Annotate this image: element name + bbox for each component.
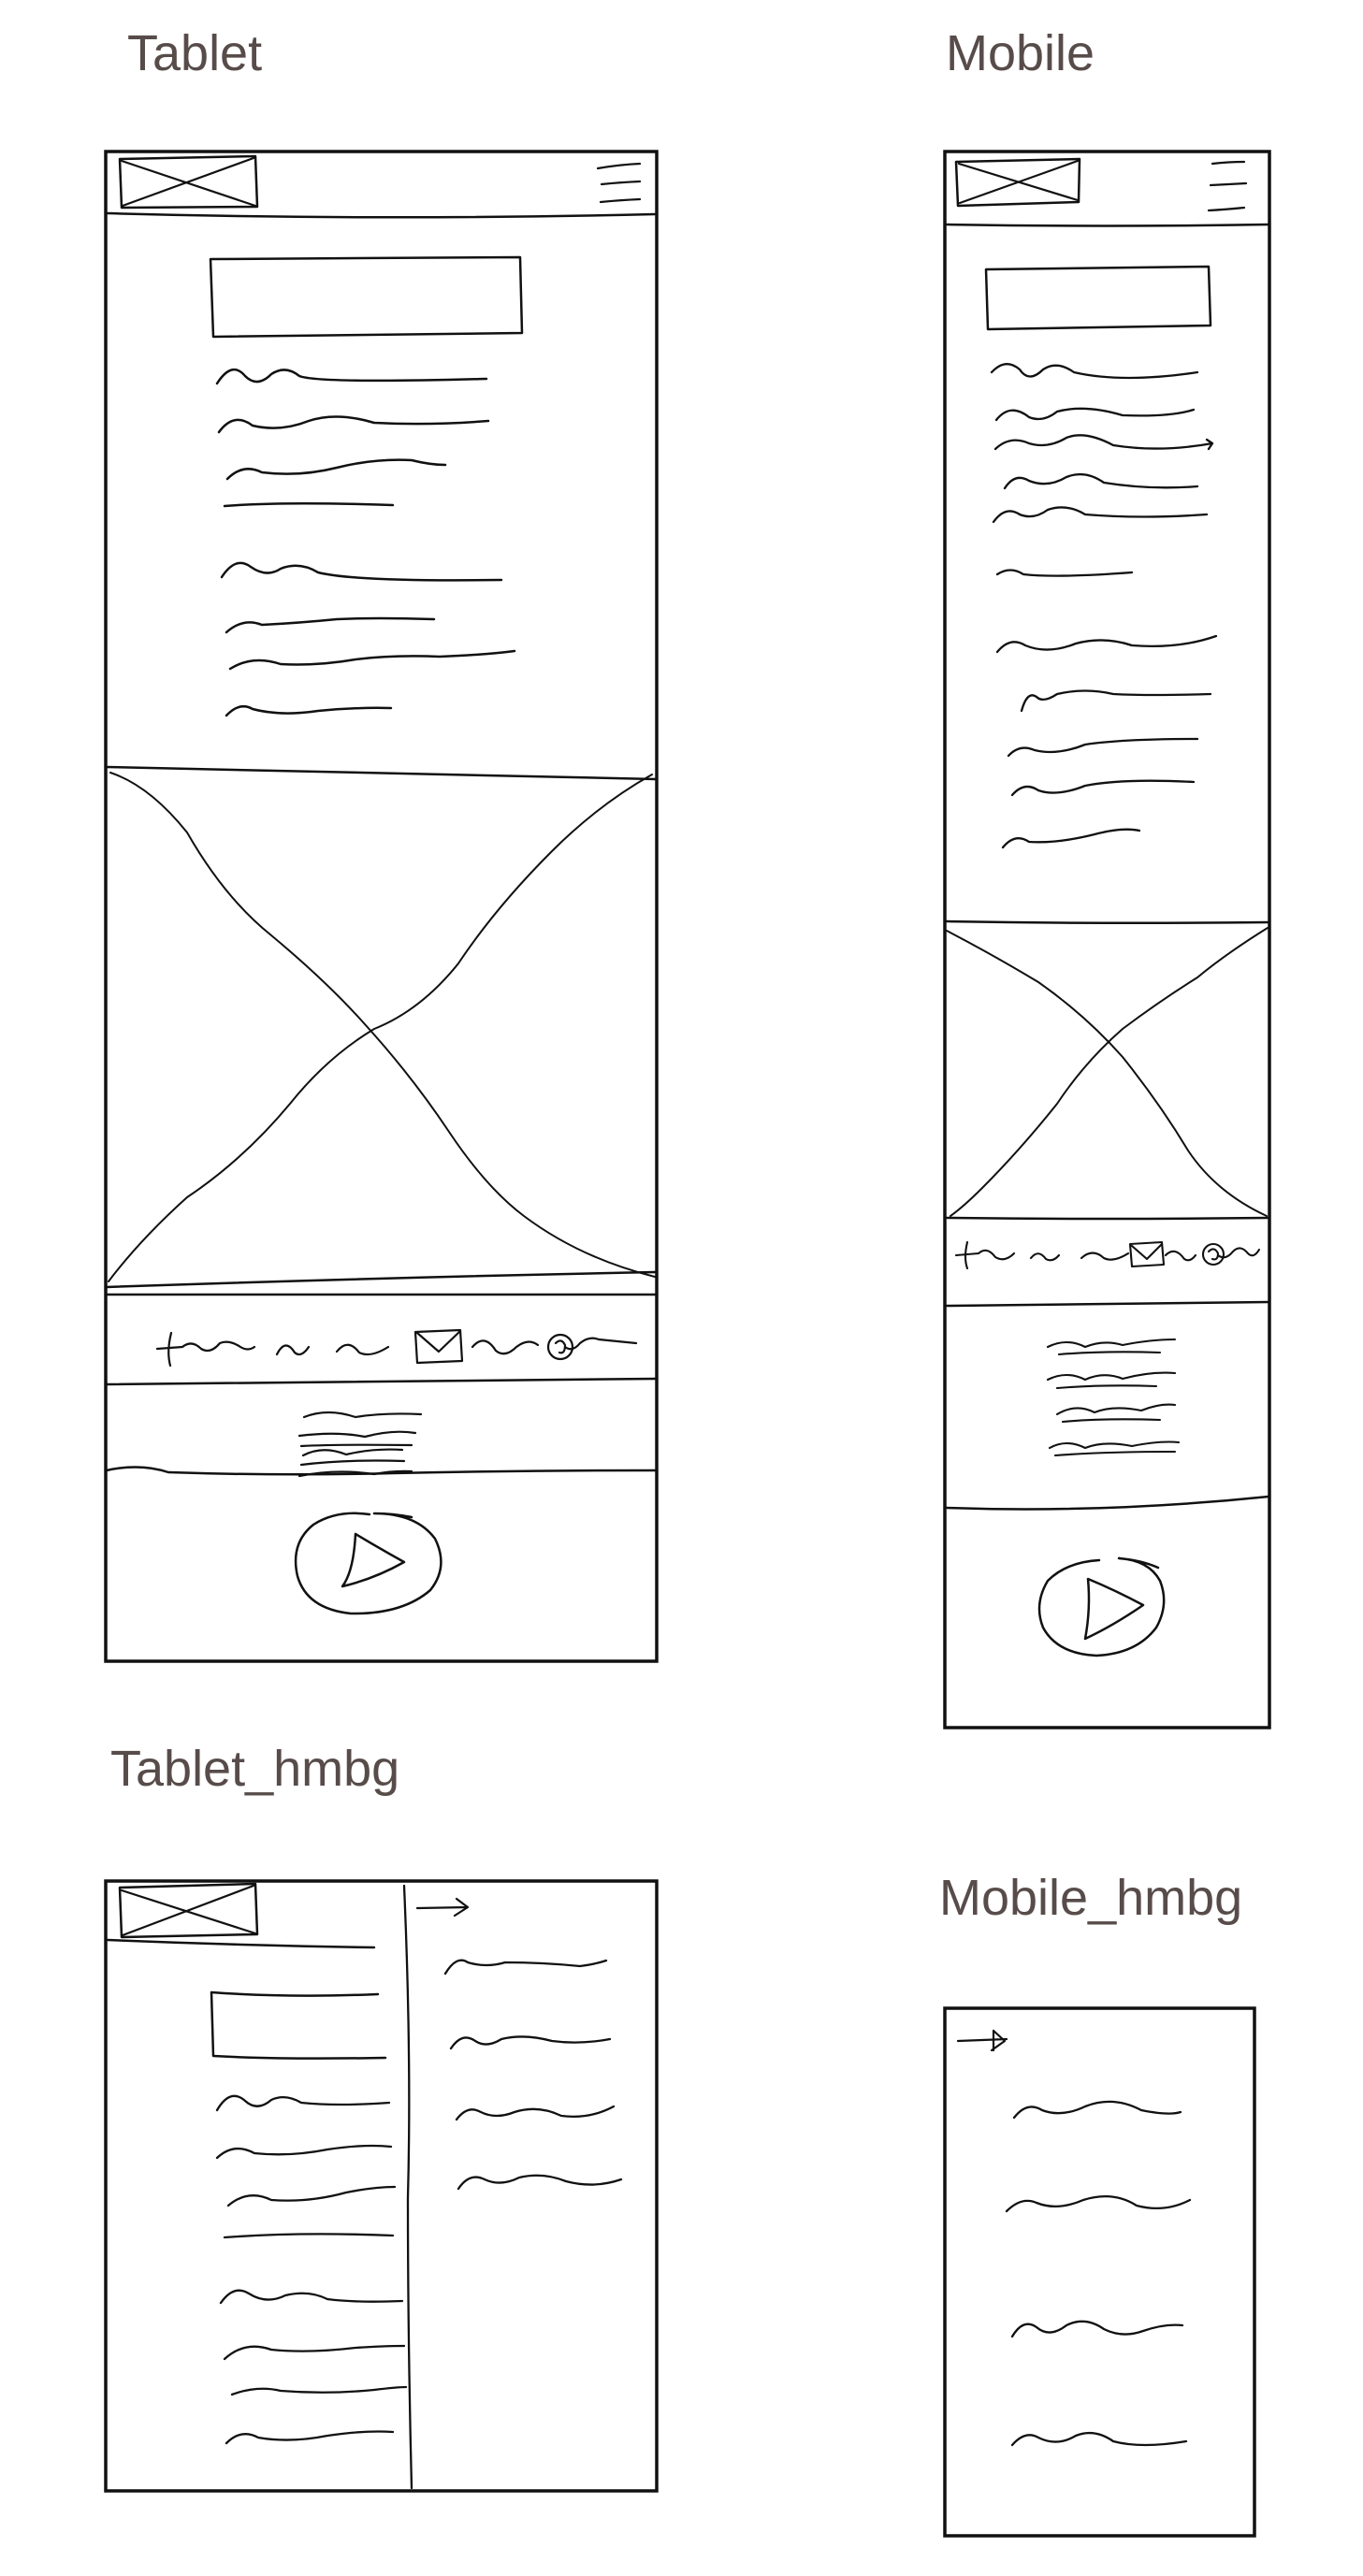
text-block-2	[995, 634, 1218, 849]
logo-placeholder-icon	[118, 1882, 259, 1939]
hero-button-box	[209, 255, 524, 339]
logo-placeholder-icon	[118, 154, 259, 210]
drawer-menu-item	[1010, 2431, 1188, 2447]
text-block-2	[219, 2289, 408, 2445]
hero-button-box	[210, 1990, 387, 2060]
tablet-frame	[104, 150, 659, 1663]
image-placeholder-icon	[945, 919, 1270, 1221]
wireframe-title-tablet-hmbg: Tablet_hmbg	[110, 1741, 400, 1797]
back-arrow-icon	[956, 2029, 1008, 2052]
back-arrow-icon	[415, 1897, 470, 1918]
text-block-1	[215, 368, 490, 508]
wireframe-title-mobile: Mobile	[946, 25, 1095, 81]
mobile-frame	[943, 150, 1271, 1729]
text-block-1	[990, 363, 1214, 577]
drawer-divider	[402, 1884, 413, 2490]
mail-icon	[413, 1328, 464, 1365]
play-button-icon	[294, 1512, 442, 1615]
wireframe-title-mobile-hmbg: Mobile_hmbg	[939, 1870, 1243, 1926]
wireframe-title-tablet: Tablet	[127, 25, 263, 81]
text-block-1	[215, 2094, 397, 2239]
drawer-menu-item	[443, 1959, 608, 1975]
image-placeholder-icon	[105, 765, 658, 1289]
hamburger-menu-icon	[596, 162, 642, 204]
drawer-menu-item	[1012, 2100, 1182, 2120]
text-block-2	[220, 561, 516, 717]
drawer-menu-item	[449, 2035, 612, 2050]
drawer-menu-item	[455, 2105, 616, 2121]
drawer-menu	[415, 1897, 623, 2191]
header-divider	[945, 223, 1270, 227]
play-button-icon	[1037, 1556, 1166, 1657]
drawer-menu-item	[457, 2174, 623, 2191]
mobile-wireframe	[943, 150, 1271, 1729]
footer-text-block	[945, 1300, 1270, 1511]
hero-button-box	[984, 265, 1212, 331]
tablet-hmbg-wireframe	[104, 1879, 659, 2493]
mobile-hmbg-frame	[943, 2006, 1256, 2538]
footer-text-block	[105, 1377, 658, 1478]
mobile-hmbg-wireframe	[943, 2006, 1256, 2538]
header-divider	[106, 211, 657, 219]
drawer-menu	[1005, 2100, 1192, 2447]
header-divider	[106, 1938, 376, 1949]
at-sign-icon	[1201, 1242, 1261, 1266]
social-row	[954, 1240, 1261, 1270]
logo-placeholder-icon	[954, 157, 1081, 208]
drawer-menu-item	[1005, 2195, 1192, 2213]
hamburger-menu-icon	[1207, 160, 1248, 212]
mail-icon	[1128, 1240, 1166, 1268]
social-row	[105, 1293, 658, 1368]
at-sign-icon	[546, 1333, 638, 1361]
drawer-menu-item	[1010, 2320, 1184, 2338]
tablet-wireframe	[104, 150, 659, 1663]
tablet-hmbg-frame	[104, 1879, 659, 2493]
